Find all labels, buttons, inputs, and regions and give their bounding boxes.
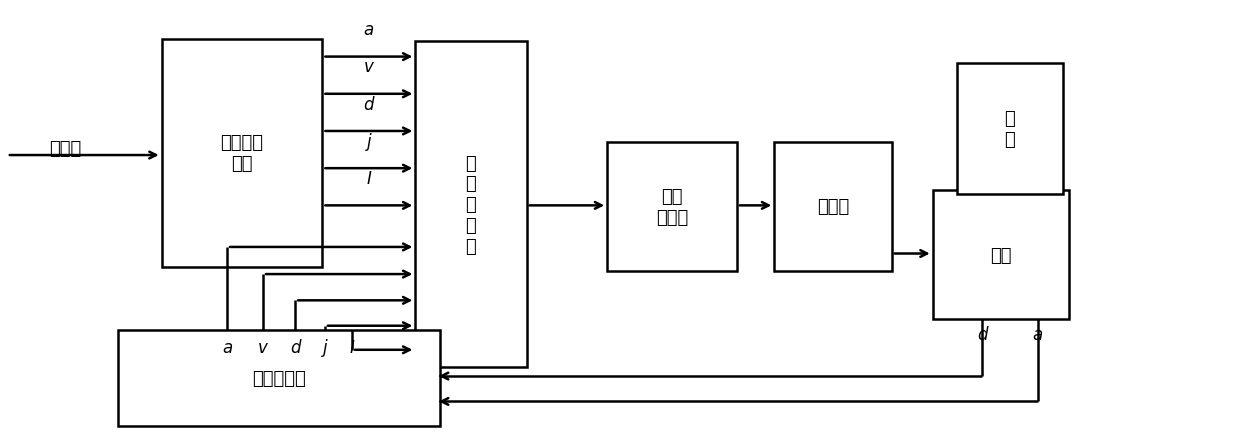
Bar — [933, 191, 1069, 319]
Text: 反馈合成器: 反馈合成器 — [253, 369, 306, 387]
Text: 多参量发
生器: 多参量发 生器 — [221, 134, 264, 173]
Text: 加速度: 加速度 — [48, 140, 82, 158]
Bar — [958, 64, 1063, 195]
Bar — [774, 143, 892, 272]
Text: 电液
伺服阀: 电液 伺服阀 — [655, 187, 688, 226]
Text: a: a — [1032, 325, 1043, 343]
Text: I: I — [367, 170, 372, 187]
Text: d: d — [976, 325, 987, 343]
Text: 液压缸: 液压缸 — [817, 198, 849, 216]
Text: v: v — [364, 58, 374, 76]
Text: d: d — [363, 95, 374, 113]
Bar — [415, 42, 527, 367]
Text: 台面: 台面 — [990, 246, 1011, 264]
Text: d: d — [290, 338, 301, 356]
Bar — [607, 143, 737, 272]
Text: a: a — [364, 21, 374, 39]
Text: I: I — [349, 338, 354, 356]
Text: j: j — [322, 338, 327, 356]
Bar — [161, 40, 322, 267]
Text: v: v — [258, 338, 268, 356]
Bar — [118, 330, 440, 426]
Text: 输
入
合
成
器: 输 入 合 成 器 — [466, 154, 476, 255]
Text: j: j — [367, 132, 372, 150]
Text: a: a — [222, 338, 232, 356]
Text: 试
件: 试 件 — [1005, 110, 1015, 149]
